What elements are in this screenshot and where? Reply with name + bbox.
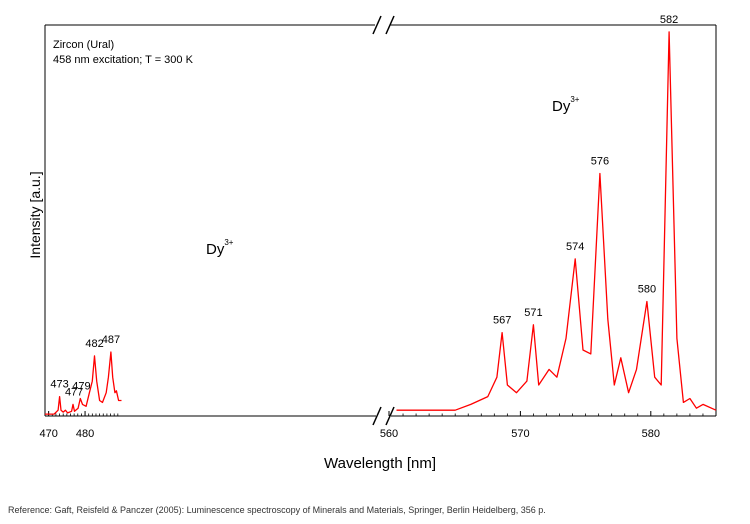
excitation-condition: 458 nm excitation; T = 300 K (53, 54, 193, 66)
break-slash (372, 406, 382, 426)
spectrum-line-segment-1 (45, 351, 122, 415)
reference-citation: Reference: Gaft, Reisfeld & Panczer (200… (8, 505, 546, 515)
x-tick-label: 580 (642, 428, 660, 440)
x-axis-ticks: 470 480 560 570 580 (39, 411, 704, 440)
x-axis-label: Wavelength [nm] (324, 455, 436, 472)
ion-charge: 3+ (224, 238, 234, 247)
dy-ion-label-right: Dy3+ (552, 95, 579, 115)
peak-label: 482 (85, 338, 103, 350)
sample-name: Zircon (Ural) (53, 39, 115, 51)
spectrum-line-segment-2 (396, 31, 717, 411)
peak-label: 576 (591, 156, 609, 168)
ion-symbol: Dy (206, 241, 225, 258)
peak-label: 582 (660, 14, 678, 26)
peak-label: 479 (72, 381, 90, 393)
ion-symbol: Dy (552, 98, 571, 115)
peak-label: 487 (102, 334, 120, 346)
plot-frame (44, 24, 717, 417)
peak-label: 571 (524, 307, 542, 319)
peak-label: 580 (638, 284, 656, 296)
peak-label: 567 (493, 315, 511, 327)
x-tick-label: 470 (39, 428, 57, 440)
x-tick-label: 560 (380, 428, 398, 440)
sample-info: Zircon (Ural) 458 nm excitation; T = 300… (53, 38, 193, 68)
dy-ion-label-left: Dy3+ (206, 238, 233, 258)
peak-label: 477 (65, 386, 83, 398)
series-layer (45, 31, 717, 415)
peak-label: 574 (566, 241, 584, 253)
break-slash (372, 15, 382, 35)
y-axis-label: Intensity [a.u.] (27, 171, 43, 258)
axis-break-marks (372, 15, 395, 426)
peak-label: 473 (50, 379, 68, 391)
break-slash (385, 406, 395, 426)
x-tick-label: 480 (76, 428, 94, 440)
ion-charge: 3+ (570, 95, 580, 104)
x-tick-label: 570 (511, 428, 529, 440)
break-slash (385, 15, 395, 35)
